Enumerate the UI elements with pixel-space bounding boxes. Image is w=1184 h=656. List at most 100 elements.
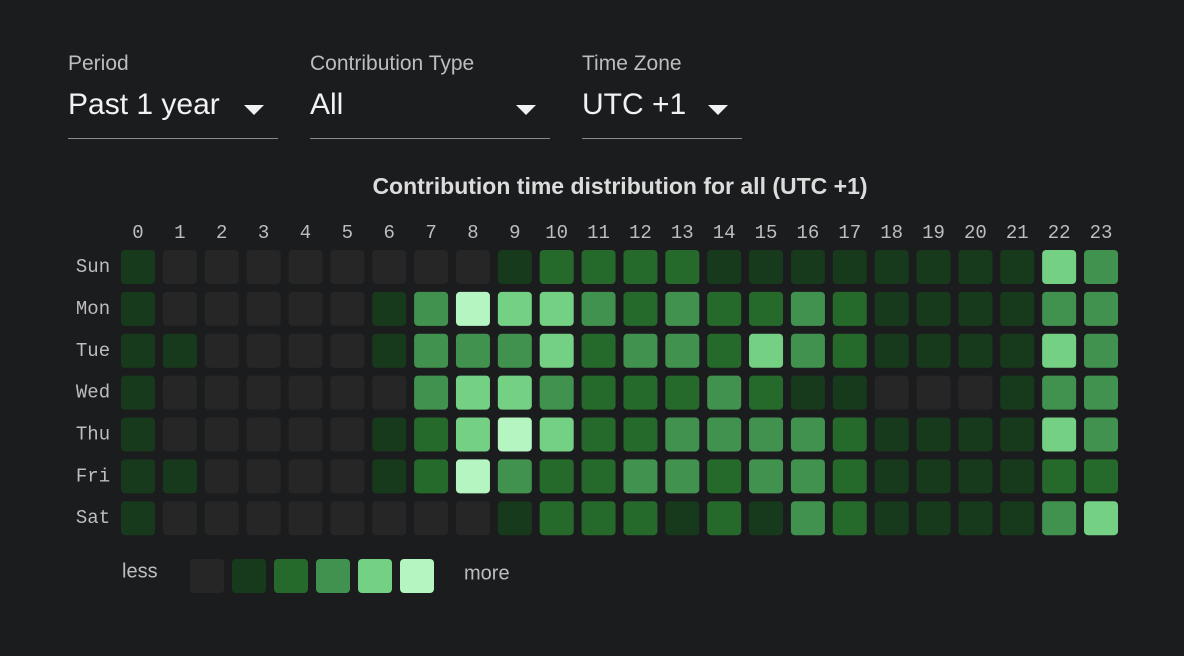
cell	[665, 333, 700, 368]
cell	[874, 459, 909, 494]
dropdown-value: Past 1 year	[68, 88, 220, 121]
hour-label: 13	[671, 222, 694, 244]
cell	[497, 375, 532, 410]
cell	[832, 501, 867, 536]
cell	[497, 333, 532, 368]
cell	[246, 291, 281, 326]
cell	[372, 417, 407, 452]
cell	[916, 375, 951, 410]
cell	[958, 417, 993, 452]
cell	[539, 417, 574, 452]
cell	[874, 417, 909, 452]
dropdown-value: All	[310, 88, 344, 121]
cell	[581, 417, 616, 452]
arrow	[244, 105, 264, 115]
cell	[581, 459, 616, 494]
cell	[790, 291, 825, 326]
cell	[874, 291, 909, 326]
cell	[455, 501, 490, 536]
cell	[1084, 291, 1119, 326]
cell	[832, 291, 867, 326]
cell	[539, 459, 574, 494]
cell	[581, 501, 616, 536]
day-label: Sat	[76, 507, 110, 529]
cell	[790, 250, 825, 284]
cell	[288, 459, 323, 494]
cell	[372, 333, 407, 368]
cell	[288, 375, 323, 410]
cell	[330, 250, 365, 284]
hour-label: 3	[258, 222, 269, 244]
cell	[790, 501, 825, 536]
legend-low: less	[122, 560, 158, 582]
cell	[874, 501, 909, 536]
hour-label: 8	[467, 222, 478, 244]
cell	[832, 333, 867, 368]
dropdown[interactable]: Time Zone UTC +1	[582, 50, 742, 139]
cell	[204, 459, 239, 494]
dropdown-arrow	[516, 105, 536, 115]
cell	[330, 459, 365, 494]
hour-label: 11	[587, 222, 610, 244]
cell	[121, 291, 155, 326]
cell	[665, 291, 700, 326]
cell	[749, 250, 784, 284]
cell	[581, 375, 616, 410]
day-label: Wed	[76, 382, 110, 404]
cell	[372, 501, 407, 536]
hour-label: 10	[545, 222, 568, 244]
dropdown-label: Contribution Type	[310, 52, 475, 75]
hour-label: 12	[629, 222, 652, 244]
hour-label: 7	[425, 222, 436, 244]
cell	[707, 375, 742, 410]
cell	[121, 417, 155, 452]
cell	[665, 501, 700, 536]
dropdown-arrow	[708, 105, 728, 115]
arrow	[708, 105, 728, 115]
cell	[497, 459, 532, 494]
legend-swatch	[232, 559, 266, 593]
cell	[707, 333, 742, 368]
dropdown[interactable]: Contribution Type All	[310, 50, 550, 139]
cell	[204, 375, 239, 410]
cell	[372, 375, 407, 410]
cell	[707, 250, 742, 284]
cell	[1000, 291, 1035, 326]
cell	[204, 291, 239, 326]
cell	[1042, 291, 1077, 326]
cell	[665, 417, 700, 452]
cell	[790, 375, 825, 410]
legend-swatch	[400, 559, 434, 593]
cell	[665, 375, 700, 410]
cell	[1042, 417, 1077, 452]
cell	[832, 250, 867, 284]
cell	[707, 291, 742, 326]
dropdown[interactable]: Period Past 1 year	[68, 50, 278, 139]
cell	[623, 291, 658, 326]
cell	[790, 417, 825, 452]
cell	[916, 333, 951, 368]
cell	[707, 501, 742, 536]
hour-label: 1	[174, 222, 185, 244]
cell	[749, 501, 784, 536]
dropdown-label: Time Zone	[582, 52, 682, 75]
cell	[1000, 375, 1035, 410]
cell	[330, 291, 365, 326]
cell	[958, 459, 993, 494]
cell	[121, 375, 155, 410]
arrow	[516, 105, 536, 115]
cell	[1000, 417, 1035, 452]
cell	[414, 291, 449, 326]
day-label: Tue	[76, 340, 110, 362]
cell	[623, 333, 658, 368]
cell	[1042, 501, 1077, 536]
cell	[1000, 333, 1035, 368]
cell	[581, 291, 616, 326]
cell	[539, 333, 574, 368]
cell	[162, 333, 197, 368]
cell	[246, 459, 281, 494]
cell	[204, 250, 239, 284]
hour-label: 2	[216, 222, 227, 244]
day-label: Sun	[76, 256, 110, 278]
cell	[414, 459, 449, 494]
